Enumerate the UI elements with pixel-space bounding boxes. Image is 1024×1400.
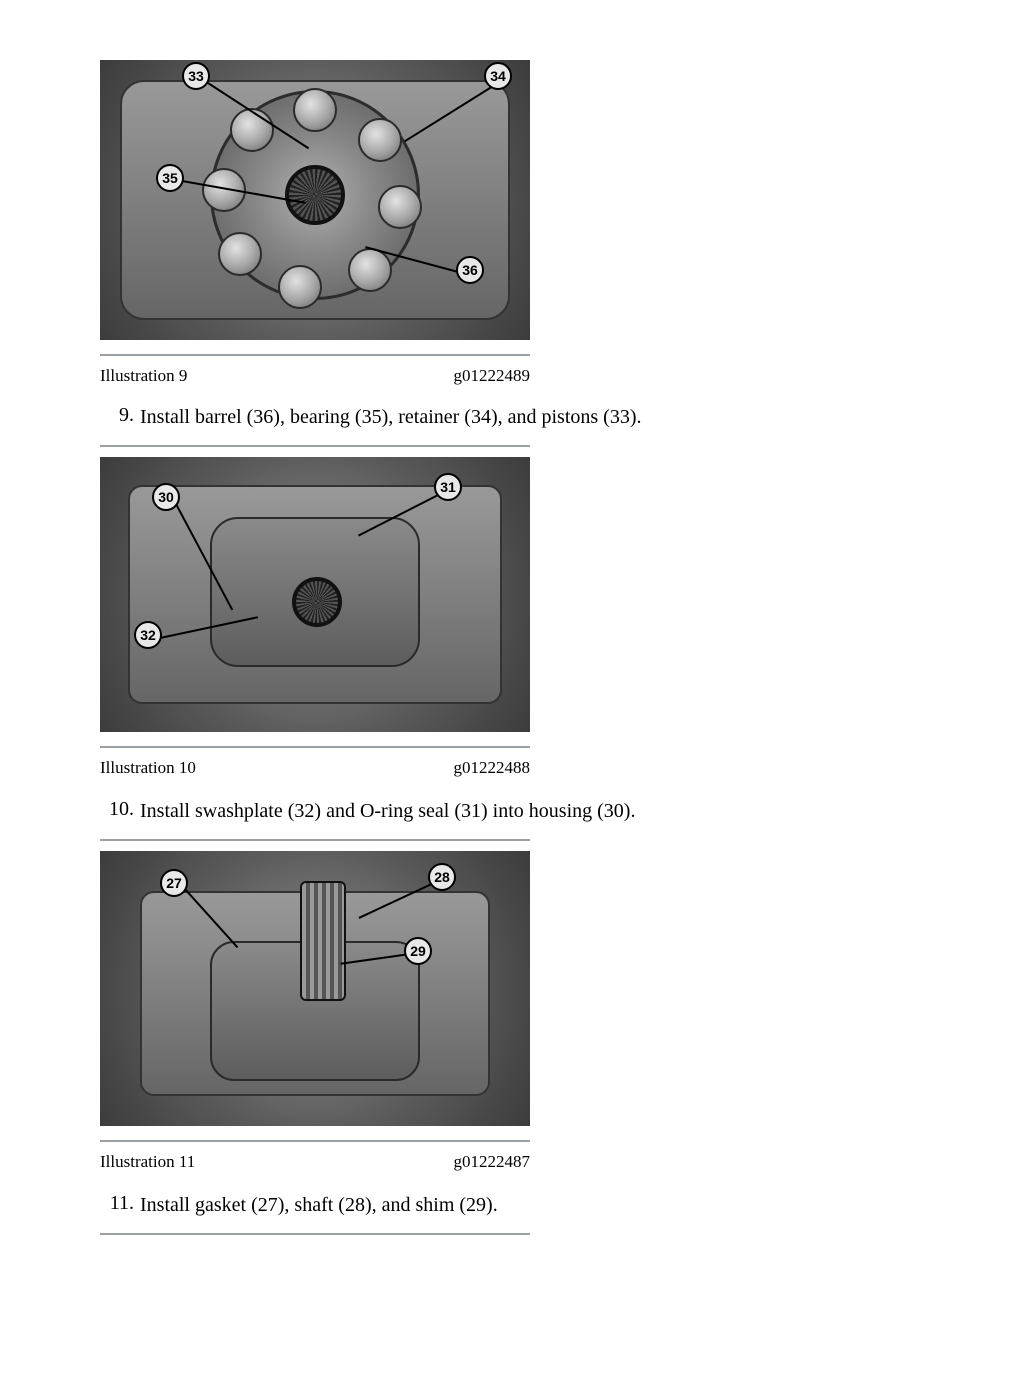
callout-27: 27 xyxy=(160,869,188,897)
step-11: Install gasket (27), shaft (28), and shi… xyxy=(100,1192,904,1235)
step-10-text: Install swashplate (32) and O-ring seal … xyxy=(140,798,904,825)
figure-10-caption: Illustration 10 g01222488 xyxy=(100,758,530,778)
step-9: 33 34 35 36 Illustration 9 g01222489 Ins… xyxy=(100,60,904,778)
figure-10-image: 30 31 32 xyxy=(100,457,530,732)
callout-36: 36 xyxy=(456,256,484,284)
callout-33: 33 xyxy=(182,62,210,90)
callout-31: 31 xyxy=(434,473,462,501)
figure-10-rule-top xyxy=(100,445,530,447)
figure-9-block: 33 34 35 36 Illustration 9 g01222489 xyxy=(100,60,530,386)
figure-9-caption-right: g01222489 xyxy=(454,366,531,386)
callout-29: 29 xyxy=(404,937,432,965)
figure-9-image: 33 34 35 36 xyxy=(100,60,530,340)
figure-11-caption: Illustration 11 g01222487 xyxy=(100,1152,530,1172)
figure-11-block: 27 28 29 Illustration 11 g01222487 xyxy=(100,839,530,1172)
step-10: Install swashplate (32) and O-ring seal … xyxy=(100,798,904,1172)
figure-11-caption-left: Illustration 11 xyxy=(100,1152,195,1172)
step-11-text: Install gasket (27), shaft (28), and shi… xyxy=(140,1192,904,1219)
figure-10-caption-left: Illustration 10 xyxy=(100,758,196,778)
figure-10-rule xyxy=(100,746,530,748)
figure-11-rule-top xyxy=(100,839,530,841)
callout-30: 30 xyxy=(152,483,180,511)
page: 33 34 35 36 Illustration 9 g01222489 Ins… xyxy=(0,0,1024,1400)
figure-11-image: 27 28 29 xyxy=(100,851,530,1126)
callout-32: 32 xyxy=(134,621,162,649)
figure-9-rule xyxy=(100,354,530,356)
figure-10-caption-right: g01222488 xyxy=(454,758,531,778)
callout-34: 34 xyxy=(484,62,512,90)
figure-11-caption-right: g01222487 xyxy=(454,1152,531,1172)
figure-9-caption-left: Illustration 9 xyxy=(100,366,187,386)
callout-35: 35 xyxy=(156,164,184,192)
figure-11-rule xyxy=(100,1140,530,1142)
step-9-text: Install barrel (36), bearing (35), retai… xyxy=(140,404,904,431)
figure-9-caption: Illustration 9 g01222489 xyxy=(100,366,530,386)
trailing-rule xyxy=(100,1233,530,1235)
steps-list: 33 34 35 36 Illustration 9 g01222489 Ins… xyxy=(100,60,904,1235)
figure-10-block: 30 31 32 Illustration 10 g01222488 xyxy=(100,445,530,778)
callout-28: 28 xyxy=(428,863,456,891)
